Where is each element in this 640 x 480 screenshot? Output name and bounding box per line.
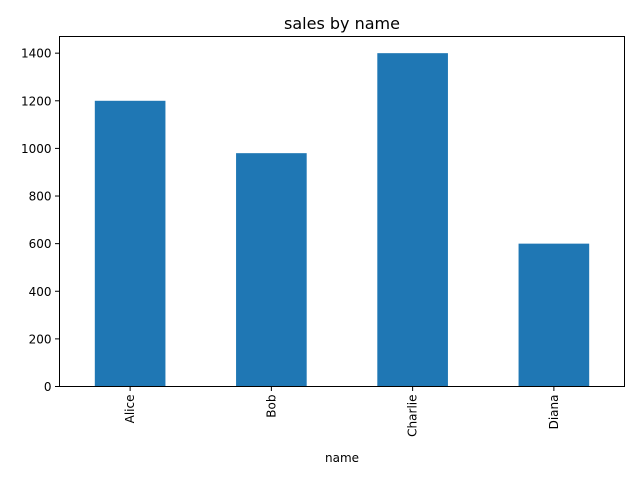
x-tick-label-bob: Bob (264, 395, 278, 418)
x-tick-label-charlie: Charlie (406, 395, 420, 437)
y-tick-label-400: 400 (29, 285, 52, 299)
y-tick-label-200: 200 (29, 332, 52, 346)
y-tick-label-1200: 1200 (21, 94, 52, 108)
y-tick-label-800: 800 (29, 190, 52, 204)
bar-charlie (377, 53, 448, 387)
y-tick-label-1000: 1000 (21, 142, 52, 156)
bars-layer (94, 53, 590, 387)
plot-frame (59, 36, 625, 387)
x-tick-label-alice: Alice (123, 395, 137, 424)
x-tick-label-diana: Diana (547, 395, 561, 430)
y-tick-label-0: 0 (44, 380, 52, 394)
bar-alice (94, 100, 166, 387)
x-axis: Alice Bob Charlie Diana (123, 386, 561, 437)
y-tick-label-600: 600 (29, 237, 52, 251)
x-axis-label: name (325, 451, 359, 465)
y-axis: 0 200 400 600 800 1000 1200 1400 (21, 47, 60, 394)
chart-title: sales by name (284, 14, 400, 33)
y-tick-label-1400: 1400 (21, 47, 52, 61)
bar-diana (518, 243, 590, 387)
bar-bob (236, 153, 307, 387)
